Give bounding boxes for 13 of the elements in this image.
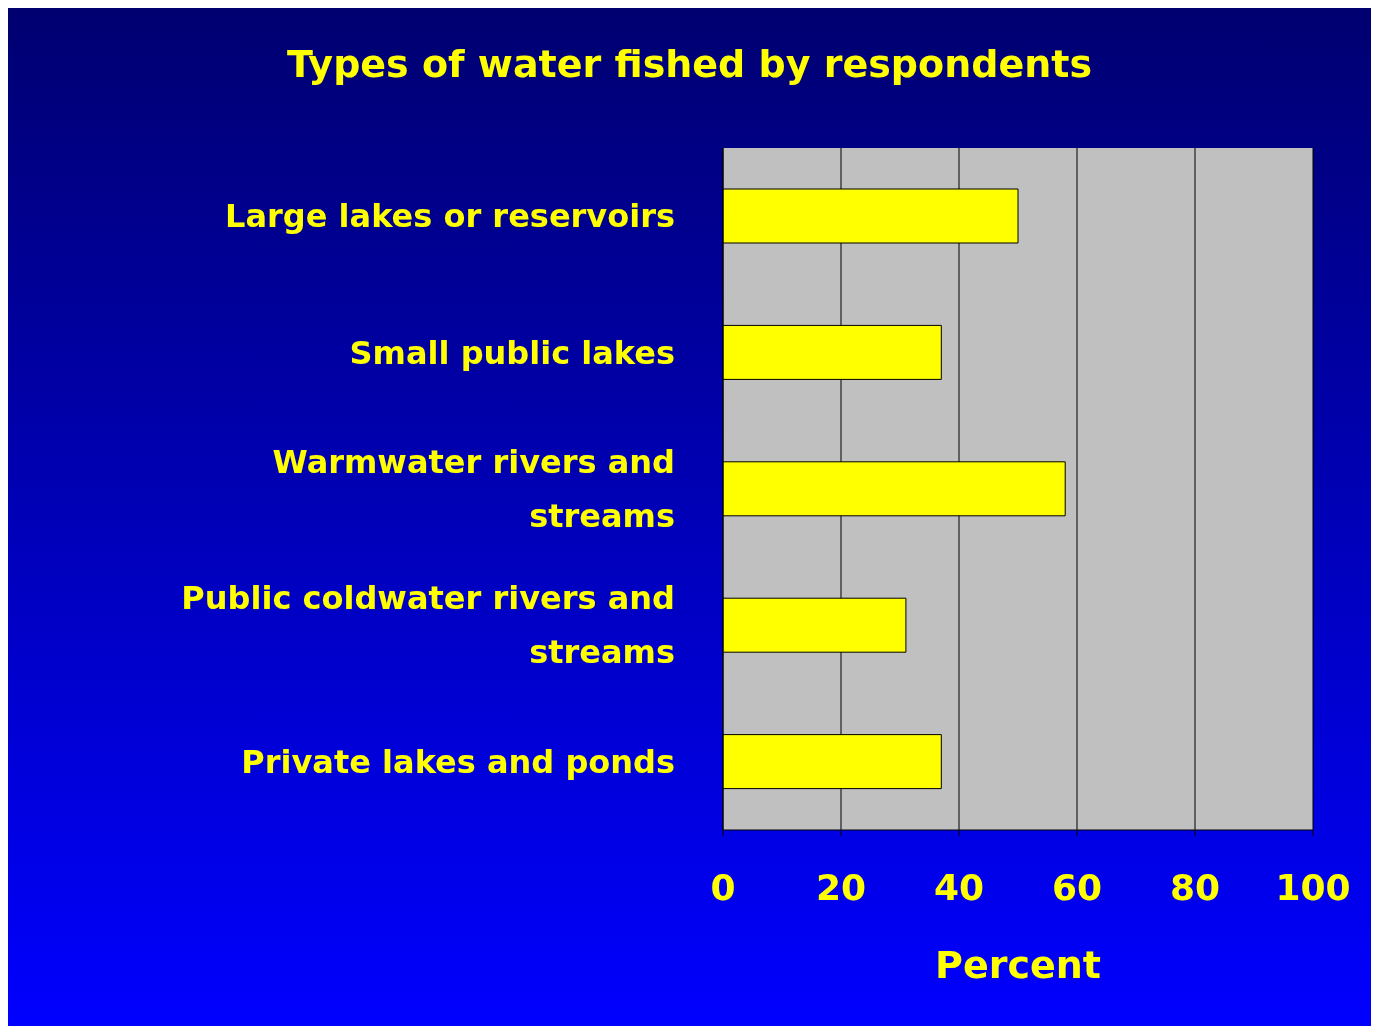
- y-tick-label: Small public lakes: [349, 333, 675, 372]
- y-tick-label: Large lakes or reservoirs: [225, 197, 675, 236]
- x-axis-title: Percent: [935, 943, 1101, 987]
- x-tick-label: 0: [710, 866, 736, 908]
- x-tick-label: 40: [933, 866, 985, 908]
- y-tick-label: Public coldwater rivers and streams: [181, 579, 675, 672]
- chart-title: Types of water fished by respondents: [285, 42, 1094, 86]
- x-tick-label: 100: [1275, 866, 1351, 908]
- x-tick-label: 80: [1169, 866, 1221, 908]
- y-tick-label: Warmwater rivers and streams: [272, 443, 675, 535]
- x-tick-label: 60: [1051, 866, 1103, 908]
- y-tick-label: Private lakes and ponds: [241, 742, 675, 781]
- x-tick-label: 20: [815, 866, 867, 908]
